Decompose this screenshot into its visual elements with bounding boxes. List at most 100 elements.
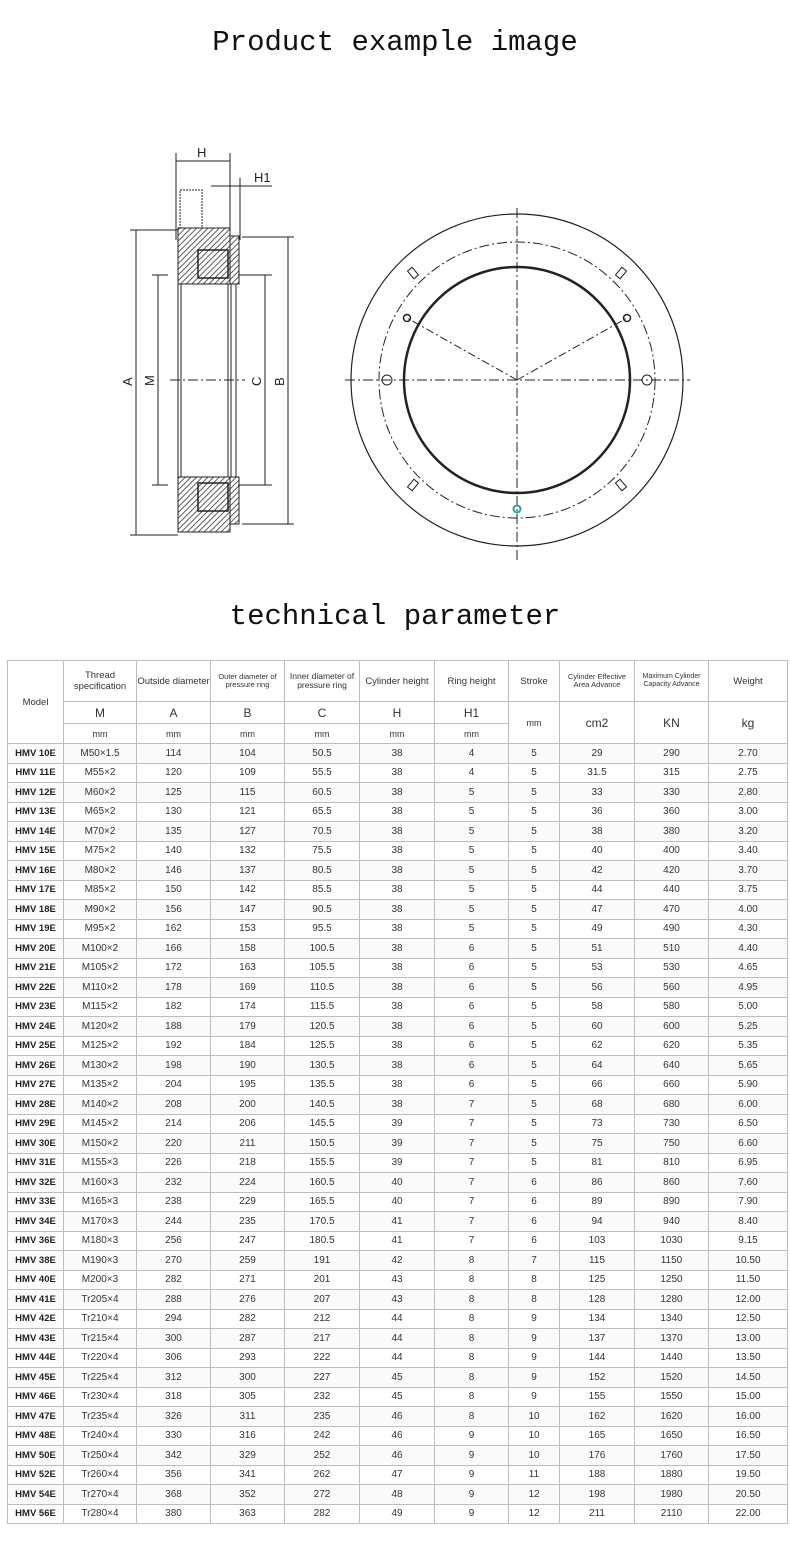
table-cell: 1760 bbox=[634, 1445, 709, 1466]
table-row: HMV 47E Tr235×4 326 311 235 46 8 10 162 1620 16.00 bbox=[7, 1406, 788, 1427]
table-cell: 235 bbox=[210, 1211, 285, 1232]
table-body: HMV 10E M50×1.5 114 104 50.5 38 4 5 29 290 2.70 HMV… bbox=[7, 743, 788, 1524]
table-row: HMV 13E M65×2 130 121 65.5 38 5 5 36 360 3.00 bbox=[7, 801, 788, 822]
table-cell: 75 bbox=[559, 1133, 635, 1154]
table-cell: 176 bbox=[559, 1445, 635, 1466]
table-cell: 214 bbox=[136, 1113, 211, 1134]
table-row: HMV 41E Tr205×4 288 276 207 43 8 8 128 1280 12.00 bbox=[7, 1289, 788, 1310]
label-a: A bbox=[120, 377, 135, 386]
table-row: HMV 33E M165×3 238 229 165.5 40 7 6 89 890 7.90 bbox=[7, 1191, 788, 1212]
table-cell: HMV 18E bbox=[7, 899, 64, 920]
table-cell: 150 bbox=[136, 879, 211, 900]
table-cell: 150.5 bbox=[284, 1133, 360, 1154]
table-cell: 29 bbox=[559, 743, 635, 764]
table-row: HMV 19E M95×2 162 153 95.5 38 5 5 49 490 4.30 bbox=[7, 918, 788, 939]
header-inner-diameter-ring: Inner diameter of pressure ring bbox=[284, 660, 360, 702]
table-cell: 2.80 bbox=[708, 782, 788, 803]
table-cell: 3.00 bbox=[708, 801, 788, 822]
unit-m: mm bbox=[63, 723, 137, 744]
table-cell: HMV 13E bbox=[7, 801, 64, 822]
table-cell: 9 bbox=[434, 1503, 509, 1524]
table-cell: 7.60 bbox=[708, 1172, 788, 1193]
table-cell: 58 bbox=[559, 996, 635, 1017]
table-cell: 5 bbox=[434, 840, 509, 861]
table-cell: 3.75 bbox=[708, 879, 788, 900]
symbol-c: C bbox=[284, 701, 360, 724]
table-cell: 7 bbox=[434, 1230, 509, 1251]
table-cell: HMV 36E bbox=[7, 1230, 64, 1251]
table-cell: 6 bbox=[508, 1230, 560, 1251]
table-cell: 300 bbox=[210, 1367, 285, 1388]
table-cell: 85.5 bbox=[284, 879, 360, 900]
table-cell: Tr205×4 bbox=[63, 1289, 137, 1310]
table-cell: HMV 25E bbox=[7, 1035, 64, 1056]
table-cell: 5 bbox=[434, 918, 509, 939]
table-cell: 560 bbox=[634, 977, 709, 998]
table-cell: 125 bbox=[136, 782, 211, 803]
table-cell: 5.65 bbox=[708, 1055, 788, 1076]
table-cell: 5 bbox=[434, 801, 509, 822]
table-cell: 137 bbox=[210, 860, 285, 881]
table-cell: 4.30 bbox=[708, 918, 788, 939]
table-cell: 8 bbox=[508, 1289, 560, 1310]
table-cell: 66 bbox=[559, 1074, 635, 1095]
table-cell: 198 bbox=[136, 1055, 211, 1076]
table-cell: 38 bbox=[359, 1035, 435, 1056]
table-cell: 311 bbox=[210, 1406, 285, 1427]
table-cell: 4.00 bbox=[708, 899, 788, 920]
table-cell: 238 bbox=[136, 1191, 211, 1212]
table-cell: 38 bbox=[359, 840, 435, 861]
table-cell: 4 bbox=[434, 762, 509, 783]
table-row: HMV 15E M75×2 140 132 75.5 38 5 5 40 400 3.40 bbox=[7, 840, 788, 861]
table-cell: 262 bbox=[284, 1464, 360, 1485]
table-cell: 135.5 bbox=[284, 1074, 360, 1095]
table-cell: 1250 bbox=[634, 1269, 709, 1290]
table-cell: 1880 bbox=[634, 1464, 709, 1485]
table-cell: 5 bbox=[508, 1074, 560, 1095]
table-cell: 47 bbox=[359, 1464, 435, 1485]
table-cell: 135 bbox=[136, 821, 211, 842]
table-cell: 8 bbox=[434, 1406, 509, 1427]
table-cell: 38 bbox=[359, 977, 435, 998]
table-cell: HMV 22E bbox=[7, 977, 64, 998]
table-cell: 45 bbox=[359, 1386, 435, 1407]
table-cell: HMV 40E bbox=[7, 1269, 64, 1290]
table-cell: 380 bbox=[136, 1503, 211, 1524]
table-cell: 5 bbox=[508, 1055, 560, 1076]
table-cell: 5 bbox=[508, 1035, 560, 1056]
table-cell: 44 bbox=[359, 1308, 435, 1329]
header-ring-height: Ring height bbox=[434, 660, 509, 702]
table-cell: 55.5 bbox=[284, 762, 360, 783]
table-cell: M160×3 bbox=[63, 1172, 137, 1193]
table-cell: 6 bbox=[508, 1211, 560, 1232]
table-cell: 145.5 bbox=[284, 1113, 360, 1134]
table-cell: 270 bbox=[136, 1250, 211, 1271]
table-cell: HMV 45E bbox=[7, 1367, 64, 1388]
table-cell: 11 bbox=[508, 1464, 560, 1485]
table-cell: 6 bbox=[434, 1055, 509, 1076]
header-max-capacity: Maximum Cylinder Capacity Advance bbox=[634, 660, 709, 702]
table-cell: 44 bbox=[359, 1328, 435, 1349]
table-cell: 6 bbox=[434, 977, 509, 998]
table-cell: 9 bbox=[434, 1425, 509, 1446]
table-cell: 1150 bbox=[634, 1250, 709, 1271]
table-cell: 38 bbox=[359, 1016, 435, 1037]
table-cell: 8 bbox=[434, 1386, 509, 1407]
symbol-h: H bbox=[359, 701, 435, 724]
front-view bbox=[345, 208, 690, 560]
table-cell: 315 bbox=[634, 762, 709, 783]
table-cell: 206 bbox=[210, 1113, 285, 1134]
table-cell: Tr260×4 bbox=[63, 1464, 137, 1485]
table-cell: 140 bbox=[136, 840, 211, 861]
table-cell: 6 bbox=[434, 957, 509, 978]
table-cell: 5 bbox=[508, 840, 560, 861]
table-cell: 155 bbox=[559, 1386, 635, 1407]
table-row: HMV 21E M105×2 172 163 105.5 38 6 5 53 530 4.65 bbox=[7, 957, 788, 978]
table-cell: 7 bbox=[434, 1133, 509, 1154]
table-cell: M50×1.5 bbox=[63, 743, 137, 764]
table-cell: 229 bbox=[210, 1191, 285, 1212]
table-row: HMV 38E M190×3 270 259 191 42 8 7 115 1150 10.50 bbox=[7, 1250, 788, 1271]
symbol-m: M bbox=[63, 701, 137, 724]
table-cell: Tr210×4 bbox=[63, 1308, 137, 1329]
table-cell: 272 bbox=[284, 1484, 360, 1505]
